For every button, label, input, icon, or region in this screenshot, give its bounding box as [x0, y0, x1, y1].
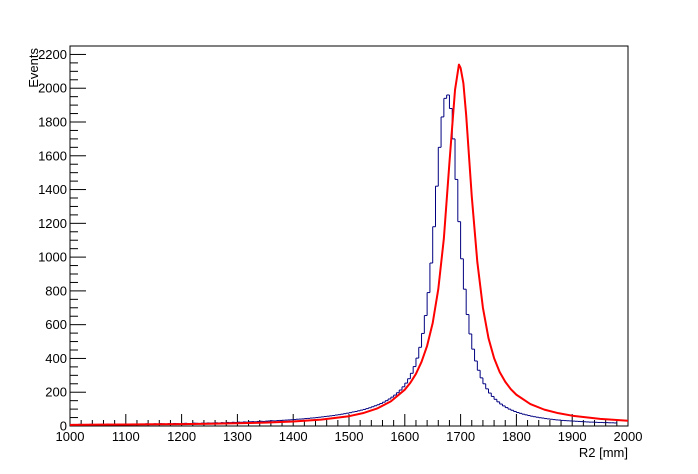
x-tick-label: 2000	[614, 429, 643, 444]
y-tick-label: 0	[60, 419, 67, 434]
x-tick-label: 1200	[167, 429, 196, 444]
y-tick-label: 800	[45, 283, 67, 298]
x-tick-label: 1300	[223, 429, 252, 444]
fit-curve-points	[69, 64, 629, 425]
x-tick-label: 1800	[502, 429, 531, 444]
y-tick-label: 400	[45, 351, 67, 366]
y-tick-label: 1000	[38, 250, 67, 265]
y-tick-label: 600	[45, 317, 67, 332]
x-tick-label: 1700	[446, 429, 475, 444]
y-tick-label: 1200	[38, 216, 67, 231]
y-axis-label: Events	[26, 48, 41, 88]
x-tick-label: 1100	[112, 429, 140, 444]
y-tick-label: 2200	[38, 47, 67, 62]
y-tick-label: 200	[45, 385, 67, 400]
y-tick-label: 2000	[38, 81, 67, 96]
y-axis: 0 200 400 600 800 1000 1200 1400 1600 1800 2000 220…	[38, 45, 86, 434]
x-tick-label: 1000	[56, 429, 85, 444]
y-tick-label: 1800	[38, 115, 67, 130]
series-layer	[69, 63, 629, 426]
x-tick-label: 1400	[279, 429, 308, 444]
x-tick-label: 1900	[558, 429, 587, 444]
x-tick-label: 1500	[335, 429, 364, 444]
y-tick-label: 1600	[38, 148, 67, 163]
x-tick-label: 1600	[390, 429, 419, 444]
x-axis-label: R2 [mm]	[579, 445, 628, 460]
x-axis: 1000 1100 1200 1300 1400 1500 1600 1700 1800 1900…	[56, 414, 643, 444]
y-tick-label: 1400	[38, 182, 67, 197]
